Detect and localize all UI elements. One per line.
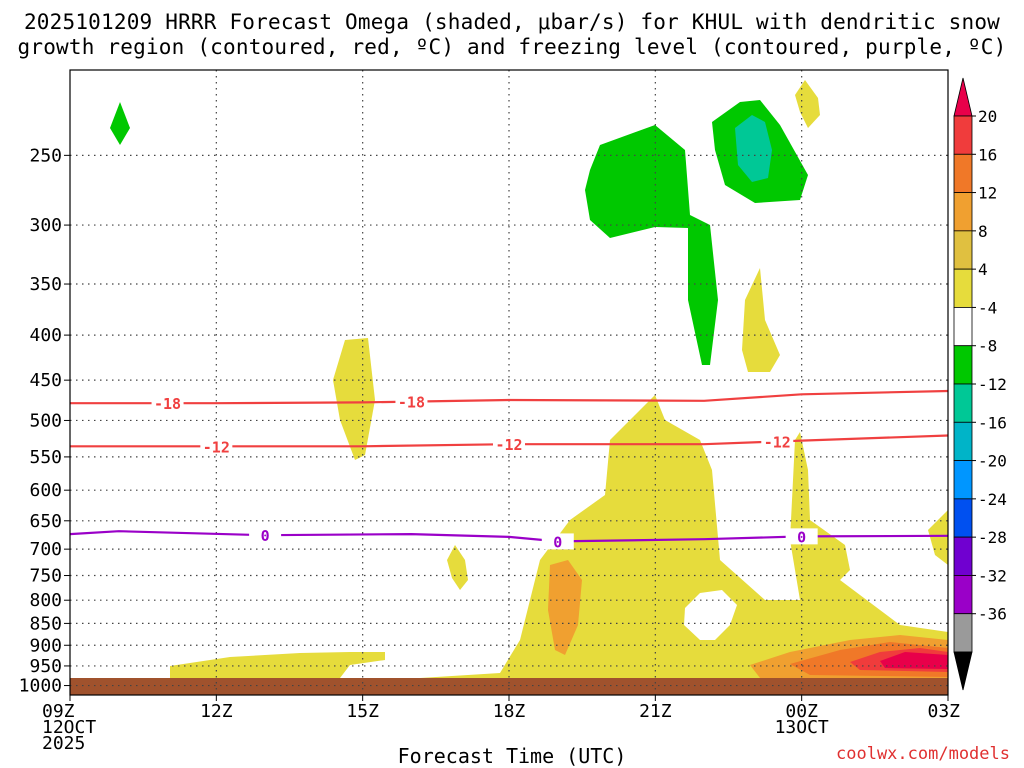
omega-region-negative-a bbox=[110, 102, 130, 145]
colorbar-swatch bbox=[953, 498, 973, 538]
y-tick-label: 250 bbox=[29, 145, 62, 166]
y-tick-label: 700 bbox=[29, 539, 62, 560]
y-tick-label: 950 bbox=[29, 656, 62, 677]
colorbar-swatch bbox=[953, 153, 973, 193]
contours: -18 -18 -12 -12 -12 0 0 0 bbox=[69, 389, 949, 551]
colorbar-swatch bbox=[953, 115, 973, 155]
omega-region-positive-small bbox=[333, 338, 375, 460]
contour-line bbox=[69, 530, 949, 543]
colorbar-swatch bbox=[953, 613, 973, 653]
contour-label-bg bbox=[785, 528, 818, 545]
colorbar-label: -16 bbox=[978, 413, 1007, 432]
contour-label: -18 bbox=[154, 395, 181, 413]
colorbar-min-arrow bbox=[953, 651, 973, 691]
colorbar-swatch bbox=[953, 575, 973, 615]
ground-surface bbox=[70, 678, 948, 695]
y-tick-label: 300 bbox=[29, 215, 62, 236]
contour-label: 0 bbox=[261, 527, 270, 545]
contour-label-bg bbox=[761, 433, 794, 450]
contour-label-bg bbox=[249, 527, 282, 544]
colorbar-label: 20 bbox=[978, 107, 997, 126]
y-tick-label: 900 bbox=[29, 635, 62, 656]
colorbar-label: 16 bbox=[978, 145, 997, 164]
omega-region-positive-small3 bbox=[742, 268, 780, 372]
colorbar: 20 16 12 8 4 -4 -8 -12 -16 -20 -24 -28 -32 -36 bbox=[953, 77, 1007, 691]
colorbar-swatch bbox=[953, 268, 973, 308]
x-tick-label: 21Z bbox=[639, 701, 672, 722]
contour-label: 0 bbox=[553, 533, 562, 551]
colorbar-label: -28 bbox=[978, 528, 1007, 547]
colorbar-label: -12 bbox=[978, 375, 1007, 394]
contour-label: 0 bbox=[797, 528, 806, 546]
x-tick-label: 12Z bbox=[200, 701, 233, 722]
y-tick-label: 500 bbox=[29, 410, 62, 431]
y-tick-label: 400 bbox=[29, 325, 62, 346]
contour-label: -12 bbox=[203, 438, 230, 456]
x-tick-label: 03Z bbox=[927, 701, 960, 722]
x-tick-label: 12OCT bbox=[42, 717, 96, 738]
colorbar-swatch bbox=[953, 383, 973, 423]
x-tick-label: 2025 bbox=[42, 733, 85, 754]
x-tick-label: 13OCT bbox=[775, 717, 829, 738]
x-tick-label: 15Z bbox=[346, 701, 379, 722]
colorbar-swatch bbox=[953, 536, 973, 576]
colorbar-label: 12 bbox=[978, 184, 997, 203]
y-tick-label: 450 bbox=[29, 370, 62, 391]
chart-title-line1: 2025101209 HRRR Forecast Omega (shaded, … bbox=[23, 10, 1001, 34]
omega-region-hole bbox=[684, 590, 737, 640]
y-tick-label: 350 bbox=[29, 274, 62, 295]
colorbar-label: -32 bbox=[978, 566, 1007, 585]
colorbar-swatch bbox=[953, 421, 973, 461]
contour-label-bg bbox=[395, 393, 428, 410]
colorbar-label: -20 bbox=[978, 452, 1007, 471]
contour-line bbox=[70, 389, 949, 405]
colorbar-label: -36 bbox=[978, 605, 1007, 624]
colorbar-swatch bbox=[953, 230, 973, 270]
y-axis: 2503003504004505005506006507007508008509… bbox=[19, 145, 70, 697]
y-tick-label: 650 bbox=[29, 511, 62, 532]
omega-region-20plus bbox=[880, 652, 948, 669]
chart-title-line2: growth region (contoured, red, ºC) and f… bbox=[17, 35, 1007, 59]
colorbar-swatch bbox=[953, 460, 973, 500]
omega-region-8-12-a bbox=[548, 560, 582, 655]
y-tick-label: 550 bbox=[29, 447, 62, 468]
omega-region-negative-d bbox=[735, 115, 772, 182]
contour-label-bg bbox=[151, 395, 184, 412]
colorbar-label: 4 bbox=[978, 260, 988, 279]
x-axis-title: Forecast Time (UTC) bbox=[397, 744, 627, 768]
colorbar-label: -4 bbox=[978, 298, 997, 317]
contour-label: -12 bbox=[764, 433, 791, 451]
colorbar-swatch bbox=[953, 192, 973, 232]
y-tick-label: 850 bbox=[29, 613, 62, 634]
colorbar-label: -24 bbox=[978, 490, 1007, 509]
grid bbox=[70, 70, 948, 695]
contour-label-bg bbox=[200, 438, 233, 455]
x-tick-label: 00Z bbox=[785, 701, 818, 722]
contour-label: -12 bbox=[495, 436, 522, 454]
contour-label-bg bbox=[541, 533, 574, 550]
colorbar-max-arrow bbox=[953, 77, 973, 117]
x-tick-label: 18Z bbox=[493, 701, 526, 722]
omega-region-positive-small4 bbox=[795, 80, 820, 128]
colorbar-label: 8 bbox=[978, 222, 988, 241]
credit-text: coolwx.com/models bbox=[836, 744, 1010, 764]
y-tick-label: 1000 bbox=[19, 676, 62, 697]
y-tick-label: 750 bbox=[29, 566, 62, 587]
omega-region-positive-small5 bbox=[928, 510, 948, 565]
x-tick-label: 09Z bbox=[42, 701, 75, 722]
y-tick-label: 800 bbox=[29, 590, 62, 611]
contour-label: -18 bbox=[398, 394, 425, 412]
contour-label-bg bbox=[493, 436, 525, 453]
colorbar-label: -8 bbox=[978, 337, 997, 356]
colorbar-swatch bbox=[953, 307, 973, 347]
colorbar-swatch bbox=[953, 345, 973, 385]
omega-region-negative-b bbox=[585, 125, 718, 365]
omega-region-positive-small2 bbox=[447, 545, 468, 590]
y-tick-label: 600 bbox=[29, 480, 62, 501]
